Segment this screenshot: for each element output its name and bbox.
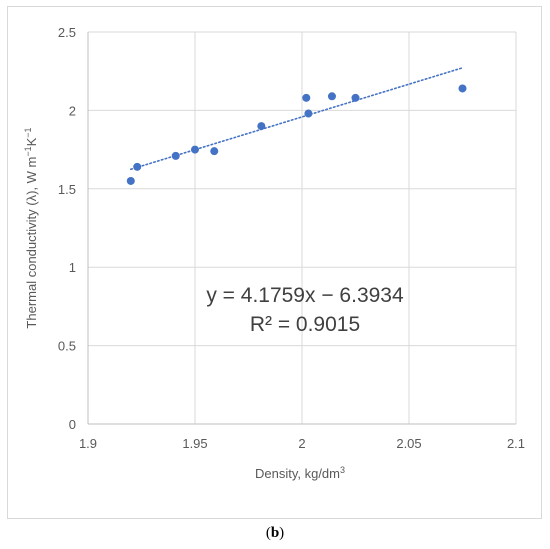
data-point [304,109,313,118]
scatter-chart: 1.9 1.95 2 2.05 2.1 0 0.5 1 1.5 2 2.5 y = 4.1759x … [23,25,525,481]
trendline-equation: y = 4.1759x − 6.3934 [206,284,404,307]
data-point [126,176,135,185]
trendline-group [130,67,464,171]
data-point [458,84,467,93]
y-tick-label: 0 [69,417,76,432]
y-tick-label: 2 [69,103,76,118]
data-point [133,162,142,171]
y-tick-label: 1 [69,260,76,275]
x-axis-title: Density, kg/dm3 [255,465,345,481]
y-tick-label: 0.5 [58,339,76,354]
data-point [257,122,266,131]
data-point [191,145,199,154]
x-tick-label: 2.1 [507,436,525,451]
x-tick-label: 1.95 [182,436,207,451]
tick-labels: 1.9 1.95 2 2.05 2.1 0 0.5 1 1.5 2 2.5 [58,25,525,451]
y-tick-label: 1.5 [58,182,76,197]
data-points [126,84,467,185]
gridlines [87,31,517,425]
y-axis-title: Thermal conductivity (λ), W m−1K−1 [23,127,39,328]
data-point [210,147,219,156]
data-point [327,92,336,101]
data-point [351,93,360,102]
data-point [302,93,311,102]
chart-frame [7,6,542,519]
axes [87,32,516,425]
x-tick-label: 1.9 [79,436,97,451]
x-tick-label: 2.05 [396,436,421,451]
x-tick-label: 2 [298,436,305,451]
caption-label: b [270,525,280,541]
trendline [130,67,464,171]
figure-caption: (b) [265,525,285,541]
y-tick-label: 2.5 [58,25,76,40]
data-point [171,151,180,160]
r-squared-label: R² = 0.9015 [250,313,360,336]
